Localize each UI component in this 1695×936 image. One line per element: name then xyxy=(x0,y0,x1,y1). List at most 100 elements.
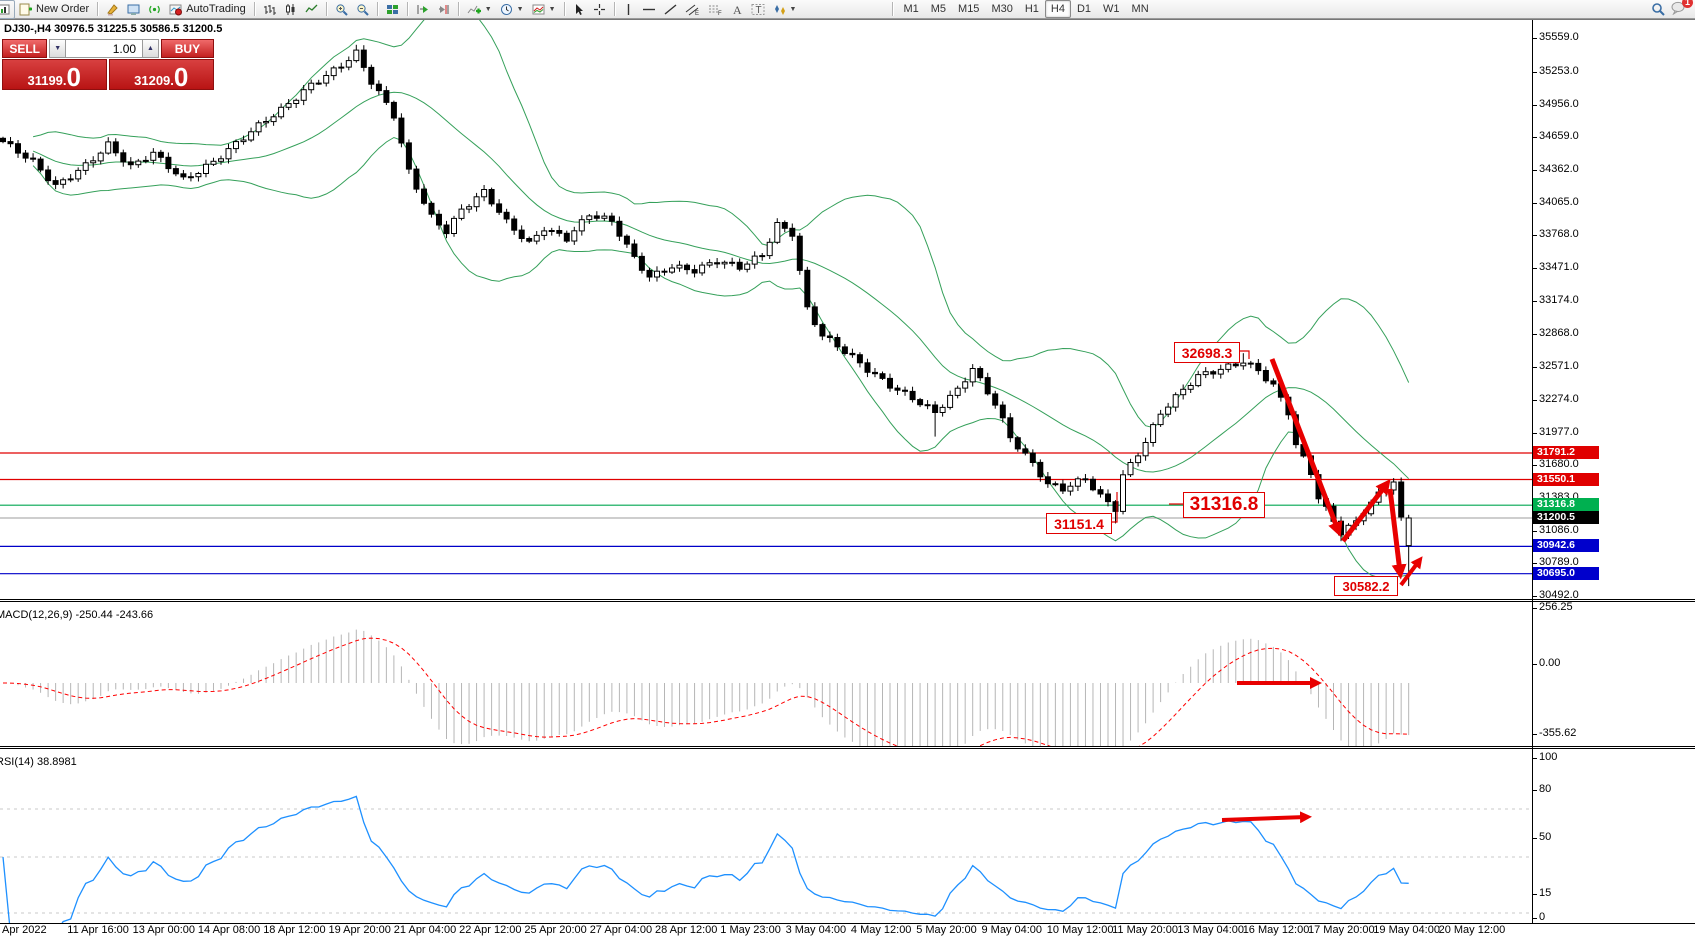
trend-arrow xyxy=(1399,556,1423,587)
price-axis-label: 31977.0 xyxy=(1539,426,1579,438)
pane-separator[interactable] xyxy=(0,746,1695,749)
new-order-button[interactable]: New Order xyxy=(15,0,93,19)
candlestick-mode-button[interactable] xyxy=(280,0,301,19)
timeframe-button-h4[interactable]: H4 xyxy=(1044,0,1071,18)
price-chart-canvas[interactable] xyxy=(0,20,1533,599)
chart-shift-button[interactable] xyxy=(433,0,454,19)
terminal-icon xyxy=(127,4,140,15)
macd-axis-label: 0.00 xyxy=(1539,657,1561,669)
bar-chart-mode-button[interactable] xyxy=(259,0,280,19)
tile-windows-icon xyxy=(386,4,398,14)
time-axis-label: 16 May 12:00 xyxy=(1242,924,1310,936)
periods-dropdown-caret[interactable]: ▼ xyxy=(516,5,524,13)
time-axis-label: 20 May 12:00 xyxy=(1438,924,1506,936)
sell-price-display[interactable]: 31199. 0 xyxy=(2,59,107,90)
macd-indicator-canvas[interactable] xyxy=(0,602,1533,746)
pane-separator[interactable] xyxy=(0,599,1695,602)
horizontal-line-tool-button[interactable] xyxy=(638,0,660,19)
time-axis-label: 14 Apr 08:00 xyxy=(197,924,261,936)
arrows-dropdown-caret[interactable]: ▼ xyxy=(789,5,797,13)
time-axis-label: 19 Apr 20:00 xyxy=(328,924,391,936)
macd-tick-mark xyxy=(1533,664,1537,665)
arrows-tool-button[interactable]: ▼ xyxy=(769,0,801,19)
price-tick-mark xyxy=(1533,235,1537,236)
time-axis-label: 11 May 20:00 xyxy=(1112,924,1178,936)
price-line-badge: 31200.5 xyxy=(1533,511,1599,524)
fibonacci-tool-button[interactable]: F xyxy=(704,0,727,19)
rsi-indicator-canvas[interactable] xyxy=(0,749,1533,923)
rsi-axis-label: 80 xyxy=(1539,783,1552,795)
chart-ohlc-title: DJ30-,H4 30976.5 31225.5 30586.5 31200.5 xyxy=(4,23,223,35)
new-chart-button[interactable] xyxy=(0,0,15,19)
time-axis-label: 4 May 12:00 xyxy=(850,924,912,936)
indicators-dropdown-caret[interactable]: ▼ xyxy=(484,5,492,13)
search-icon[interactable] xyxy=(1651,2,1665,16)
time-axis-label: 21 Apr 04:00 xyxy=(393,924,457,936)
equidistant-channel-icon: E xyxy=(685,4,699,16)
buy-price-main: 31209. xyxy=(134,73,174,88)
timeframe-button-m15[interactable]: M15 xyxy=(958,3,980,15)
price-tick-mark xyxy=(1533,72,1537,73)
indicators-button[interactable]: ▼ xyxy=(463,0,496,19)
price-tick-mark xyxy=(1533,596,1537,597)
signals-button[interactable] xyxy=(144,0,165,19)
templates-dropdown-caret[interactable]: ▼ xyxy=(548,5,556,13)
svg-text:E: E xyxy=(695,11,699,16)
time-axis-label: 13 May 04:00 xyxy=(1177,924,1245,936)
text-label-tool-button[interactable]: T xyxy=(747,0,769,19)
market-watch-button[interactable] xyxy=(102,0,123,19)
chart-shift-icon xyxy=(438,4,449,14)
macd-tick-mark xyxy=(1533,734,1537,735)
timeframe-button-h1[interactable]: H1 xyxy=(1024,3,1039,15)
rsi-tick-mark xyxy=(1533,758,1537,759)
buy-price-display[interactable]: 31209. 0 xyxy=(108,59,214,90)
bollinger-lower-band xyxy=(32,136,1409,579)
trendline-tool-button[interactable] xyxy=(660,0,681,19)
autotrading-button[interactable]: AutoTrading xyxy=(165,0,250,19)
price-tick-mark xyxy=(1533,268,1537,269)
price-tick-mark xyxy=(1533,170,1537,171)
price-tick-mark xyxy=(1533,105,1537,106)
price-axis-label: 33174.0 xyxy=(1539,294,1579,306)
price-axis-label: 32571.0 xyxy=(1539,360,1579,372)
text-tool-button[interactable]: A xyxy=(727,0,747,19)
svg-text:A: A xyxy=(733,3,742,16)
line-chart-mode-button[interactable] xyxy=(301,0,322,19)
auto-scroll-button[interactable] xyxy=(412,0,433,19)
timeframe-button-w1[interactable]: W1 xyxy=(1103,3,1120,15)
sell-button[interactable]: SELL xyxy=(2,39,48,58)
price-annotation-label: 31151.4 xyxy=(1046,513,1112,534)
channel-tool-button[interactable]: E xyxy=(681,0,704,19)
zoom-out-button[interactable] xyxy=(352,0,373,19)
time-axis-label: 1 May 23:00 xyxy=(720,924,781,936)
volume-increase-button[interactable]: ▲ xyxy=(142,39,159,58)
tile-windows-button[interactable] xyxy=(382,0,403,19)
time-axis-label: 27 Apr 04:00 xyxy=(589,924,653,936)
price-axis-label: 35559.0 xyxy=(1539,31,1579,43)
vertical-line-tool-button[interactable] xyxy=(619,0,638,19)
templates-button[interactable]: ▼ xyxy=(528,0,560,19)
buy-button[interactable]: BUY xyxy=(160,39,214,58)
price-line-badge: 30942.6 xyxy=(1533,539,1599,552)
rsi-line xyxy=(2,795,1409,923)
autotrading-label: AutoTrading xyxy=(186,3,246,15)
periods-button[interactable]: ▼ xyxy=(496,0,528,19)
time-axis[interactable]: Apr 2022 11 Apr 16:00 13 Apr 00:00 14 Apr 0… xyxy=(0,924,1695,936)
timeframe-button-m1[interactable]: M1 xyxy=(903,3,919,15)
zoom-in-button[interactable] xyxy=(331,0,352,19)
clock-icon xyxy=(500,3,512,15)
timeframe-button-d1[interactable]: D1 xyxy=(1076,3,1092,15)
cursor-tool-button[interactable] xyxy=(569,0,589,19)
crosshair-tool-button[interactable] xyxy=(589,0,610,19)
timeframe-button-mn[interactable]: MN xyxy=(1131,3,1149,15)
volume-decrease-button[interactable]: ▼ xyxy=(49,39,67,58)
terminal-button[interactable] xyxy=(123,0,144,19)
rsi-tick-mark xyxy=(1533,790,1537,791)
notifications-button[interactable]: 1 xyxy=(1671,0,1693,18)
price-axis-label: 34956.0 xyxy=(1539,98,1579,110)
text-label-icon: T xyxy=(751,3,765,16)
price-tick-mark xyxy=(1533,433,1537,434)
timeframe-button-m5[interactable]: M5 xyxy=(930,3,947,15)
timeframe-button-m30[interactable]: M30 xyxy=(991,3,1013,15)
volume-input[interactable] xyxy=(66,39,143,58)
